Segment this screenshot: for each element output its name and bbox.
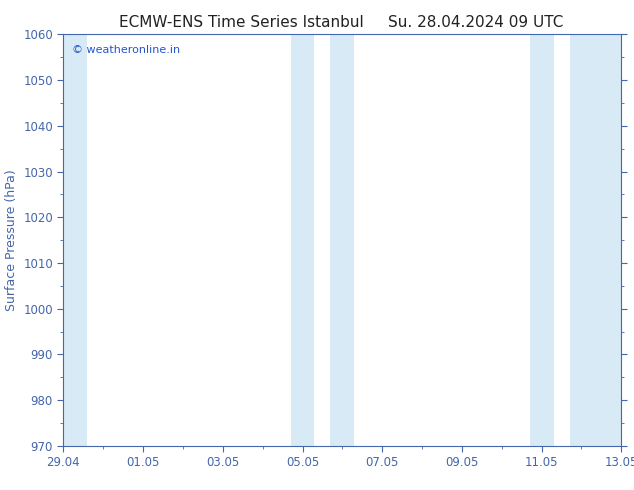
- Bar: [330, 34, 354, 446]
- Text: ECMW-ENS Time Series Istanbul: ECMW-ENS Time Series Istanbul: [119, 15, 363, 30]
- Text: Su. 28.04.2024 09 UTC: Su. 28.04.2024 09 UTC: [388, 15, 563, 30]
- Text: © weatheronline.in: © weatheronline.in: [72, 45, 180, 54]
- Bar: [63, 34, 87, 446]
- Bar: [290, 34, 314, 446]
- Y-axis label: Surface Pressure (hPa): Surface Pressure (hPa): [4, 169, 18, 311]
- Bar: [569, 34, 621, 446]
- Bar: [529, 34, 553, 446]
